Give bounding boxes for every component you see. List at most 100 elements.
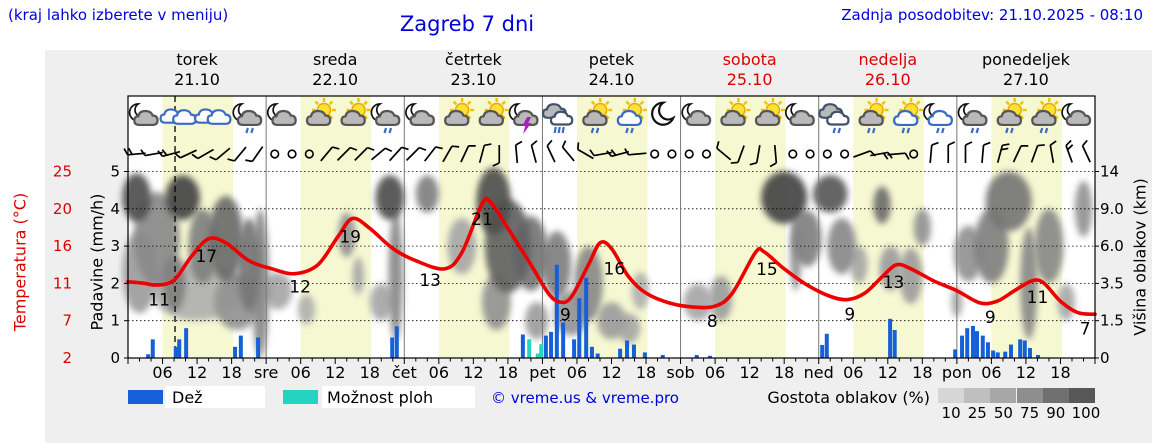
- cloud-density-scale-number: 10: [941, 404, 961, 422]
- temperature-label: 9: [844, 305, 855, 325]
- temperature-label: 16: [604, 259, 626, 279]
- cloud-icon-part: [616, 109, 643, 127]
- rain-bar: [985, 342, 990, 358]
- day-date: 25.10: [726, 70, 773, 89]
- weather-icon: [681, 103, 712, 127]
- day-date: 21.10: [174, 70, 220, 89]
- precip-tick-label: 1: [110, 312, 120, 330]
- rain-bar: [618, 348, 623, 358]
- drizzle-icon-part: [936, 127, 940, 134]
- wind-barb: [749, 144, 761, 166]
- cloud-blob: [297, 294, 316, 325]
- rain-bar: [1036, 355, 1041, 358]
- wind-barb: [1081, 139, 1091, 163]
- cloud-height-tick-label: 6.0: [1100, 237, 1124, 255]
- cloud-height-tick-label: 1.5: [1100, 312, 1124, 330]
- cloud-icon-part: [893, 109, 919, 127]
- wind-barb: [1012, 144, 1029, 163]
- wind-barb: [684, 149, 694, 159]
- cloud-blob: [597, 302, 626, 340]
- time-label: 06: [843, 363, 863, 382]
- temperature-label: 17: [195, 247, 217, 267]
- cloud-blob: [899, 247, 923, 304]
- temp-tick-label: 16: [53, 237, 72, 255]
- weather-icon: [232, 103, 263, 134]
- cloud-blob: [683, 283, 713, 321]
- rain-bar: [256, 337, 261, 358]
- rain-icon-part: [553, 126, 557, 134]
- cloud-blob: [985, 171, 1032, 232]
- wind-barb: [442, 145, 460, 163]
- drizzle-icon-part: [906, 127, 911, 134]
- cloud-blob: [1074, 180, 1093, 237]
- shower-bar: [535, 353, 540, 358]
- cloud-icon-part: [826, 110, 850, 126]
- shower-legend-swatch: [283, 390, 318, 404]
- cloud-blob: [873, 186, 891, 224]
- temperature-label: 9: [985, 308, 996, 328]
- rain-bar: [543, 335, 548, 358]
- weather-icon: [305, 98, 336, 127]
- calm-wind-icon: [909, 149, 919, 159]
- shower-bar: [527, 339, 532, 358]
- time-label: 18: [221, 363, 241, 382]
- weather-icon: [128, 103, 159, 127]
- day-band: [715, 96, 786, 358]
- wind-barb: [530, 140, 538, 163]
- wind-barb: [227, 146, 247, 162]
- wind-barb: [478, 143, 492, 163]
- cloud-icon-part: [927, 109, 953, 127]
- cloud-height-tick-label: 14: [1100, 163, 1119, 181]
- last-update-text: Zadnja posodobitev: 21.10.2025 - 08:10: [841, 6, 1143, 24]
- cloud-icon-part: [858, 109, 884, 127]
- day-name: ponedeljek: [981, 50, 1070, 69]
- rain-bar: [1003, 351, 1008, 358]
- wind-barb: [320, 146, 340, 162]
- day-name: sobota: [722, 50, 777, 69]
- copyright-link[interactable]: © vreme.us & vreme.pro: [491, 389, 679, 407]
- time-label: 12: [601, 363, 621, 382]
- day-abbrev-label: pon: [942, 363, 972, 382]
- precip-tick-label: 2: [110, 274, 120, 292]
- cloud-blob: [208, 195, 244, 282]
- cloud-density-scale-number: 75: [1020, 404, 1040, 422]
- calm-wind-icon: [270, 149, 280, 159]
- cloud-blob: [913, 208, 931, 247]
- calm-wind-icon: [667, 149, 677, 159]
- cloud-blob: [237, 218, 261, 312]
- time-label: 06: [152, 363, 172, 382]
- calm-wind-icon: [287, 149, 297, 159]
- cloud-icon-part: [271, 109, 297, 127]
- time-label: 12: [325, 363, 345, 382]
- weather-icon: [754, 98, 785, 127]
- rain-bar: [520, 334, 525, 358]
- day-abbrev-label: sre: [254, 363, 278, 382]
- temp-tick-label: 2: [62, 349, 72, 367]
- calm-wind-icon: [684, 149, 694, 159]
- temperature-label: 11: [148, 290, 170, 310]
- cloud-density-scale-number: 100: [1071, 404, 1101, 422]
- temperature-label: 13: [419, 271, 441, 291]
- wind-barb: [929, 141, 939, 164]
- wind-barb: [769, 144, 778, 168]
- cloud-blob: [338, 212, 356, 258]
- cloud-icon-part: [549, 110, 574, 126]
- calm-wind-icon: [788, 149, 798, 159]
- wind-barb: [245, 146, 264, 163]
- cloud-icon-part: [478, 109, 504, 127]
- time-label: 06: [567, 363, 587, 382]
- cloud-density-scale-cell: [990, 388, 1017, 403]
- wind-barb: [576, 142, 594, 160]
- drizzle-icon-part: [866, 127, 871, 134]
- day-date: 22.10: [312, 70, 359, 89]
- cloud-icon-part: [1065, 109, 1092, 127]
- weather-icon: [478, 98, 509, 127]
- cloud-icon-part: [789, 109, 815, 127]
- calm-wind-icon: [805, 149, 815, 159]
- cloud-density-scale-number: 90: [1046, 404, 1066, 422]
- drizzle-icon-part: [837, 127, 842, 134]
- wind-barb: [270, 149, 280, 159]
- rain-bar: [549, 331, 554, 358]
- wind-barb: [788, 149, 798, 159]
